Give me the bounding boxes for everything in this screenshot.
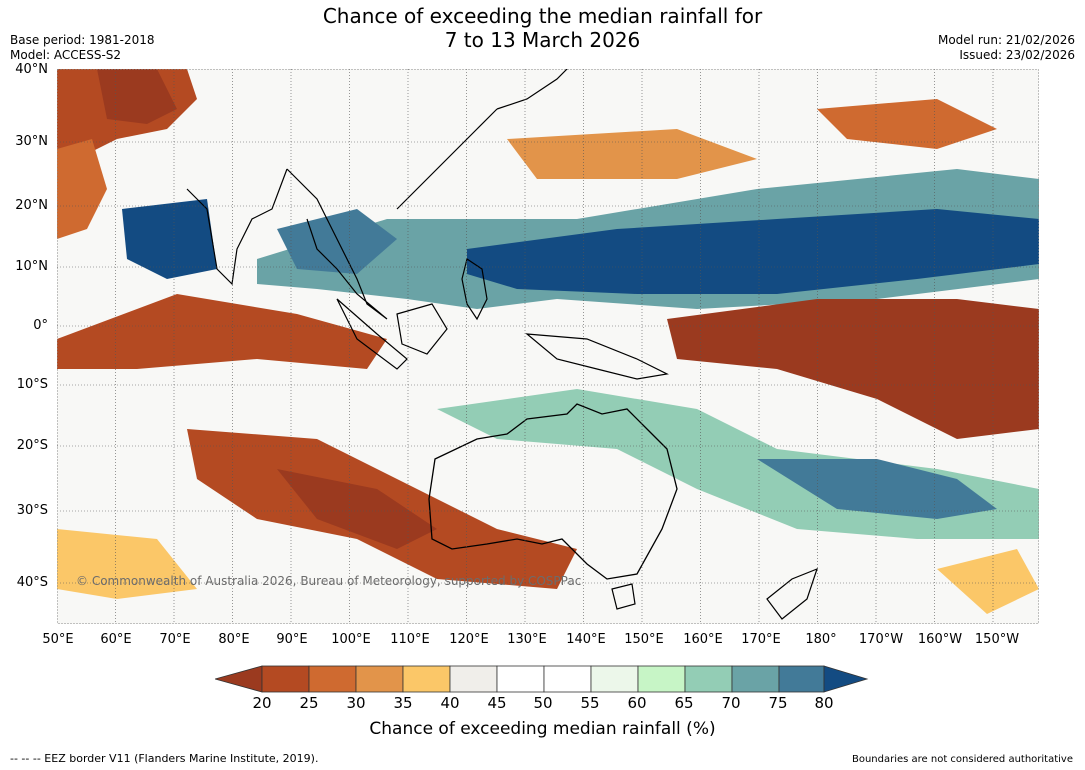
lat-label: 20°N — [15, 198, 48, 213]
lon-label: 70°E — [159, 632, 191, 647]
wet-region-arabian-sea — [122, 199, 217, 279]
lon-label: 170°E — [741, 632, 781, 647]
legend-swatch — [449, 665, 498, 693]
map-canvas — [57, 69, 1039, 624]
legend-colorbar — [215, 665, 869, 693]
issued-date: Issued: 23/02/2026 — [959, 48, 1075, 62]
title-line-1: Chance of exceeding the median rainfall … — [322, 4, 763, 28]
dry-region-south-core — [277, 469, 437, 549]
meta-left: Base period: 1981-2018 Model: ACCESS-S2 — [10, 33, 155, 63]
lon-label: 60°E — [100, 632, 132, 647]
borneo-coastline — [396, 303, 448, 355]
japan-coastline — [496, 69, 568, 110]
legend-swatch — [355, 665, 404, 693]
boundary-disclaimer: Boundaries are not considered authoritat… — [851, 754, 1073, 765]
legend-swatch — [684, 665, 733, 693]
map-border — [57, 69, 1039, 624]
dry-band-indian-ocean — [57, 294, 387, 369]
legend-tick: 75 — [768, 694, 788, 712]
moderate-patch-south — [57, 529, 197, 599]
lat-label: 10°N — [15, 259, 48, 274]
india-coastline — [186, 168, 288, 286]
philippines-coastline — [461, 258, 488, 321]
legend-swatch-above-80 — [823, 665, 869, 693]
lon-label: 100°E — [331, 632, 371, 647]
title-line-2: 7 to 13 March 2026 — [444, 28, 641, 52]
dry-band-pacific — [667, 299, 1039, 439]
lat-label: 0° — [33, 318, 48, 333]
lon-label: 160°E — [683, 632, 723, 647]
legend-swatch — [590, 665, 639, 693]
legend-tick: 25 — [299, 694, 319, 712]
moderate-patch-north — [507, 129, 757, 179]
legend-tick: 35 — [393, 694, 413, 712]
legend-swatch — [637, 665, 686, 693]
model-run: Model run: 21/02/2026 — [937, 33, 1075, 47]
lon-label: 130°E — [507, 632, 547, 647]
copyright-note: © Commonwealth of Australia 2026, Bureau… — [76, 574, 582, 588]
legend-tick: 70 — [721, 694, 741, 712]
lat-label: 40°N — [15, 62, 48, 77]
legend-tick: 20 — [252, 694, 272, 712]
legend-swatch — [261, 665, 310, 693]
base-period: Base period: 1981-2018 — [10, 33, 155, 47]
graticule — [57, 69, 1039, 624]
dry-region-china — [97, 69, 177, 124]
lon-label: 120°E — [449, 632, 489, 647]
lat-label: 40°S — [16, 575, 48, 590]
legend-tick: 60 — [627, 694, 647, 712]
legend-swatch-below-20 — [215, 665, 263, 693]
lon-label: 110°E — [390, 632, 430, 647]
legend-swatch — [402, 665, 451, 693]
sumatra-coastline — [336, 298, 408, 370]
wet-core-bay-of-bengal — [277, 209, 397, 274]
lon-label: 90°E — [276, 632, 308, 647]
moderate-patch-northeast — [817, 99, 997, 149]
legend-tick: 45 — [487, 694, 507, 712]
lon-label: 150°E — [624, 632, 664, 647]
legend-swatch — [308, 665, 357, 693]
lat-label: 30°N — [15, 134, 48, 149]
dry-region-arabia — [57, 139, 107, 239]
rainfall-map — [57, 69, 1039, 624]
lon-label: 50°E — [42, 632, 74, 647]
lon-label: 170°W — [858, 632, 904, 647]
lon-label: 80°E — [218, 632, 250, 647]
lat-label: 10°S — [16, 377, 48, 392]
lon-label: 180° — [805, 632, 837, 647]
model-name: Model: ACCESS-S2 — [10, 48, 122, 62]
lat-label: 30°S — [16, 503, 48, 518]
chart-title: Chance of exceeding the median rainfall … — [0, 4, 1085, 52]
legend-swatch — [731, 665, 780, 693]
lon-label: 160°W — [917, 632, 963, 647]
meta-right: Model run: 21/02/2026 Issued: 23/02/2026 — [938, 33, 1075, 63]
southeast-asia-coastline — [286, 168, 388, 320]
legend-tick: 50 — [533, 694, 553, 712]
legend-tick: 65 — [674, 694, 694, 712]
legend-tick: 40 — [440, 694, 460, 712]
wet-region-coral-sea — [757, 459, 997, 519]
wet-core-pacific — [467, 209, 1039, 294]
lat-label: 20°S — [16, 438, 48, 453]
legend-swatch — [496, 665, 545, 693]
new-guinea-coastline — [525, 333, 669, 380]
legend-label: Chance of exceeding median rainfall (%) — [369, 719, 716, 739]
new-zealand-coastline — [766, 567, 818, 620]
legend-swatch — [543, 665, 592, 693]
china-coastline — [396, 108, 498, 210]
lon-label: 140°E — [566, 632, 606, 647]
legend-tick: 55 — [580, 694, 600, 712]
legend-tick: 30 — [346, 694, 366, 712]
australia-coastline — [428, 403, 678, 580]
legend-swatch — [778, 665, 825, 693]
lon-label: 150°W — [974, 632, 1020, 647]
eez-border-note: -- -- -- EEZ border V11 (Flanders Marine… — [10, 752, 319, 765]
tasmania-coastline — [611, 583, 636, 610]
moderate-patch-southeast — [937, 549, 1039, 614]
legend-tick: 80 — [814, 694, 834, 712]
